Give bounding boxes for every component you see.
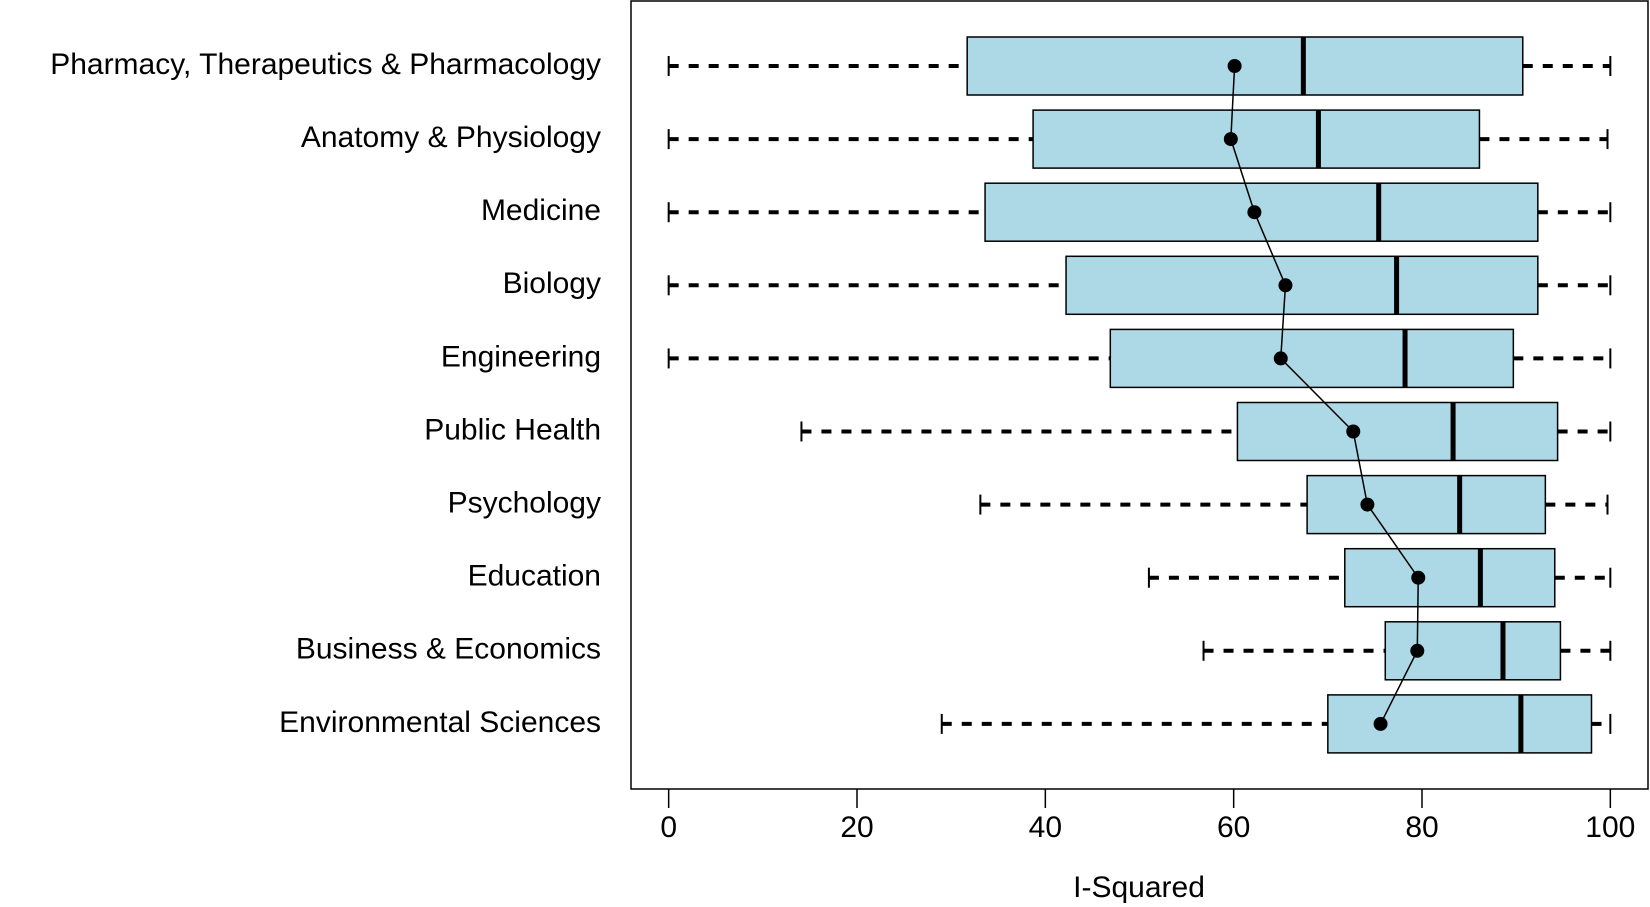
y-tick-label: Engineering xyxy=(441,340,601,373)
box xyxy=(1236,401,1559,462)
mean-point xyxy=(1373,716,1388,731)
y-tick-label: Anatomy & Physiology xyxy=(301,121,601,154)
y-tick-label: Education xyxy=(468,560,601,593)
y-tick-label: Medicine xyxy=(481,194,601,227)
box xyxy=(1109,328,1515,389)
x-tick-label: 60 xyxy=(1217,811,1250,844)
mean-point xyxy=(1360,497,1375,512)
x-axis-label: I-Squared xyxy=(1073,871,1205,904)
box xyxy=(966,36,1524,96)
mean-line xyxy=(1230,65,1419,725)
y-tick-label: Biology xyxy=(503,267,601,300)
x-tick-label: 40 xyxy=(1029,811,1062,844)
box xyxy=(1344,547,1556,608)
box xyxy=(1327,694,1593,754)
x-tick-label: 0 xyxy=(660,811,677,844)
mean-point xyxy=(1223,132,1238,147)
mean-point xyxy=(1227,59,1242,73)
box xyxy=(1065,255,1539,316)
plot-frame xyxy=(630,0,1649,790)
y-tick-label: Psychology xyxy=(448,487,601,520)
mean-point xyxy=(1278,278,1293,293)
mean-point xyxy=(1410,643,1425,658)
mean-point xyxy=(1247,205,1262,220)
mean-point xyxy=(1346,424,1361,439)
y-tick-label: Public Health xyxy=(424,413,601,446)
mean-point xyxy=(1273,351,1288,366)
box xyxy=(984,182,1539,242)
box xyxy=(1032,109,1481,169)
x-tick-label: 20 xyxy=(840,811,873,844)
x-tick-label: 80 xyxy=(1405,811,1438,844)
y-tick-label: Pharmacy, Therapeutics & Pharmacology xyxy=(50,48,601,81)
box xyxy=(1306,474,1547,535)
y-tick-label: Environmental Sciences xyxy=(279,706,601,739)
mean-point xyxy=(1411,570,1426,585)
x-tick-label: 100 xyxy=(1585,811,1635,844)
y-tick-label: Business & Economics xyxy=(296,633,601,666)
